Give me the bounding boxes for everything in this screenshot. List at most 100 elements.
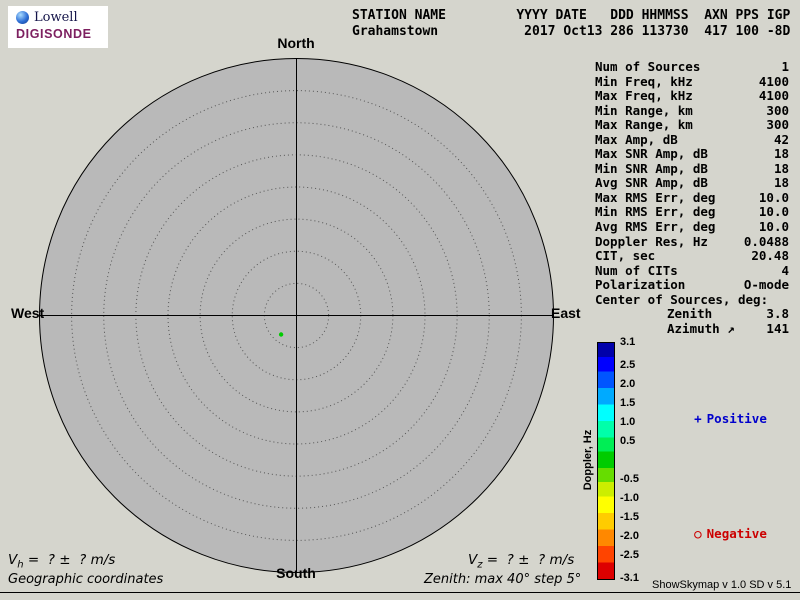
header-column-titles: STATION NAME YYYY DATE DDD HHMMSS AXN PP… (352, 8, 791, 23)
parameter-value: 1 (781, 59, 789, 74)
parameter-row: Min SNR Amp, dB 18 (595, 160, 789, 177)
coordinates-label: Geographic coordinates (8, 572, 164, 587)
colorbar-tick-labels: 3.1 2.5 2.0 1.5 1.0 0.5 -0.5 -1.0 -1.5 -2.0 -2.5 -3… (620, 336, 654, 584)
vz-readout: Vz = ? ± ? m/s (468, 552, 574, 571)
parameter-value: 18 (773, 175, 789, 191)
circle-marker-icon: ○ (694, 526, 702, 541)
source-points (278, 332, 284, 337)
header-station-values: Grahamstown 2017 Oct13 286 113730 417 10… (352, 24, 791, 39)
vh-symbol: V (8, 552, 18, 568)
parameter-row: Polarization O-mode (595, 278, 789, 293)
parameter-label: Max Range, km (595, 117, 693, 133)
logo-brand-text: Lowell (34, 10, 78, 25)
parameter-label: Doppler Res, Hz (595, 233, 708, 249)
skymap-polar-plot (39, 58, 554, 573)
parameter-row: Max Freq, kHz 4100 (595, 89, 789, 104)
parameter-row: Doppler Res, Hz 0.0488 (595, 233, 789, 250)
parameter-label: Min RMS Err, deg (595, 204, 716, 220)
lowell-globe-icon (16, 11, 29, 24)
vh-subscript: h (17, 559, 24, 571)
negative-legend: ○ Negative (664, 511, 767, 556)
doppler-colorbar (597, 342, 615, 580)
parameter-value: 3.8 (766, 306, 789, 322)
parameter-value: 300 (766, 117, 789, 133)
colorbar-tick-label: -2.0 (620, 530, 639, 543)
parameter-row: Azimuth ↗ 141 (595, 320, 789, 337)
parameter-value: 10.0 (758, 204, 789, 220)
parameter-label: Avg SNR Amp, dB (595, 175, 708, 191)
parameter-row: Num of Sources 1 (595, 59, 789, 75)
vz-symbol: V (468, 552, 478, 568)
parameter-row: Min RMS Err, deg 10.0 (595, 205, 789, 220)
parameter-label: Center of Sources, deg: (595, 291, 769, 307)
colorbar-tick-label: 1.0 (620, 415, 636, 428)
north-label: North (277, 35, 315, 51)
lowell-digisonde-logo: Lowell DIGISONDE (8, 6, 108, 48)
parameter-label: Min SNR Amp, dB (595, 160, 708, 176)
colorbar-tick-label: -1.0 (620, 492, 639, 505)
parameter-row: Max RMS Err, deg 10.0 (595, 189, 789, 206)
zenith-range-label: Zenith: max 40° step 5° (424, 572, 582, 587)
parameter-label: Max Amp, dB (595, 131, 678, 147)
positive-label: Positive (706, 411, 767, 426)
parameter-row: Min Range, km 300 (595, 102, 789, 119)
plus-marker-icon: + (694, 411, 702, 426)
parameter-label: Max Freq, kHz (595, 88, 693, 104)
south-label: South (276, 565, 316, 581)
parameter-value: 0.0488 (743, 233, 789, 249)
parameter-value: 18 (773, 146, 789, 162)
parameter-row: Center of Sources, deg: (595, 291, 789, 308)
parameter-value: 4100 (758, 88, 789, 104)
version-label: ShowSkymap v 1.0 SD v 5.1 (652, 579, 792, 591)
parameter-value: 10.0 (758, 219, 789, 235)
parameter-label: Max RMS Err, deg (595, 189, 716, 205)
parameter-label: Polarization (595, 277, 686, 293)
positive-legend: + Positive (664, 396, 767, 441)
logo-product-text: DIGISONDE (16, 27, 92, 41)
parameter-value: 10.0 (758, 189, 789, 205)
bottom-divider (0, 592, 800, 593)
colorbar-tick-label: 2.0 (620, 377, 636, 390)
colorbar-tick-label: -3.1 (620, 572, 639, 584)
parameter-label: Zenith (667, 306, 713, 322)
colorbar-tick-label: 1.5 (620, 396, 636, 409)
parameter-label: CIT, sec (595, 248, 656, 264)
parameter-row: Avg SNR Amp, dB 18 (595, 176, 789, 191)
negative-label: Negative (706, 526, 767, 541)
colorbar-tick-label: -1.5 (620, 511, 639, 524)
parameter-row: Max Amp, dB 42 (595, 131, 789, 148)
parameter-row: Zenith 3.8 (595, 307, 789, 322)
parameter-label: Azimuth ↗ (667, 320, 735, 336)
parameter-value: 20.48 (751, 248, 789, 264)
parameter-value: 4 (781, 262, 789, 278)
parameter-panel: Num of Sources 1 Min Freq, kHz 4100 Max Freq… (595, 59, 789, 337)
east-label: East (551, 305, 581, 321)
source-dot (278, 332, 284, 337)
parameter-row: Max Range, km 300 (595, 118, 789, 133)
logo-brand-row: Lowell (16, 10, 102, 25)
parameter-row: Min Freq, kHz 4100 (595, 73, 789, 90)
colorbar-tick-label: 3.1 (620, 336, 636, 348)
parameter-row: Avg RMS Err, deg 10.0 (595, 219, 789, 235)
parameter-value: 141 (766, 320, 789, 336)
colorbar-axis-label: Doppler, Hz (582, 429, 594, 491)
vz-value: = ? ± ? m/s (482, 552, 575, 568)
parameter-label: Min Range, km (595, 102, 693, 118)
parameter-row: Num of CITs 4 (595, 262, 789, 279)
west-label: West (11, 305, 45, 321)
colorbar-tick-label: 0.5 (620, 434, 636, 447)
parameter-label: Max SNR Amp, dB (595, 146, 708, 162)
parameter-value: 4100 (758, 73, 789, 89)
colorbar-tick-label: -0.5 (620, 473, 639, 486)
parameter-value: 300 (766, 102, 789, 118)
parameter-label: Num of CITs (595, 262, 678, 278)
vh-value: = ? ± ? m/s (23, 552, 116, 568)
colorbar-tick-label: 2.5 (620, 358, 636, 371)
parameter-label: Num of Sources (595, 59, 701, 74)
parameter-value: O-mode (743, 277, 789, 293)
parameter-value: 42 (773, 131, 789, 147)
parameter-row: CIT, sec 20.48 (595, 249, 789, 264)
parameter-label: Min Freq, kHz (595, 73, 693, 89)
parameter-label: Avg RMS Err, deg (595, 219, 716, 235)
